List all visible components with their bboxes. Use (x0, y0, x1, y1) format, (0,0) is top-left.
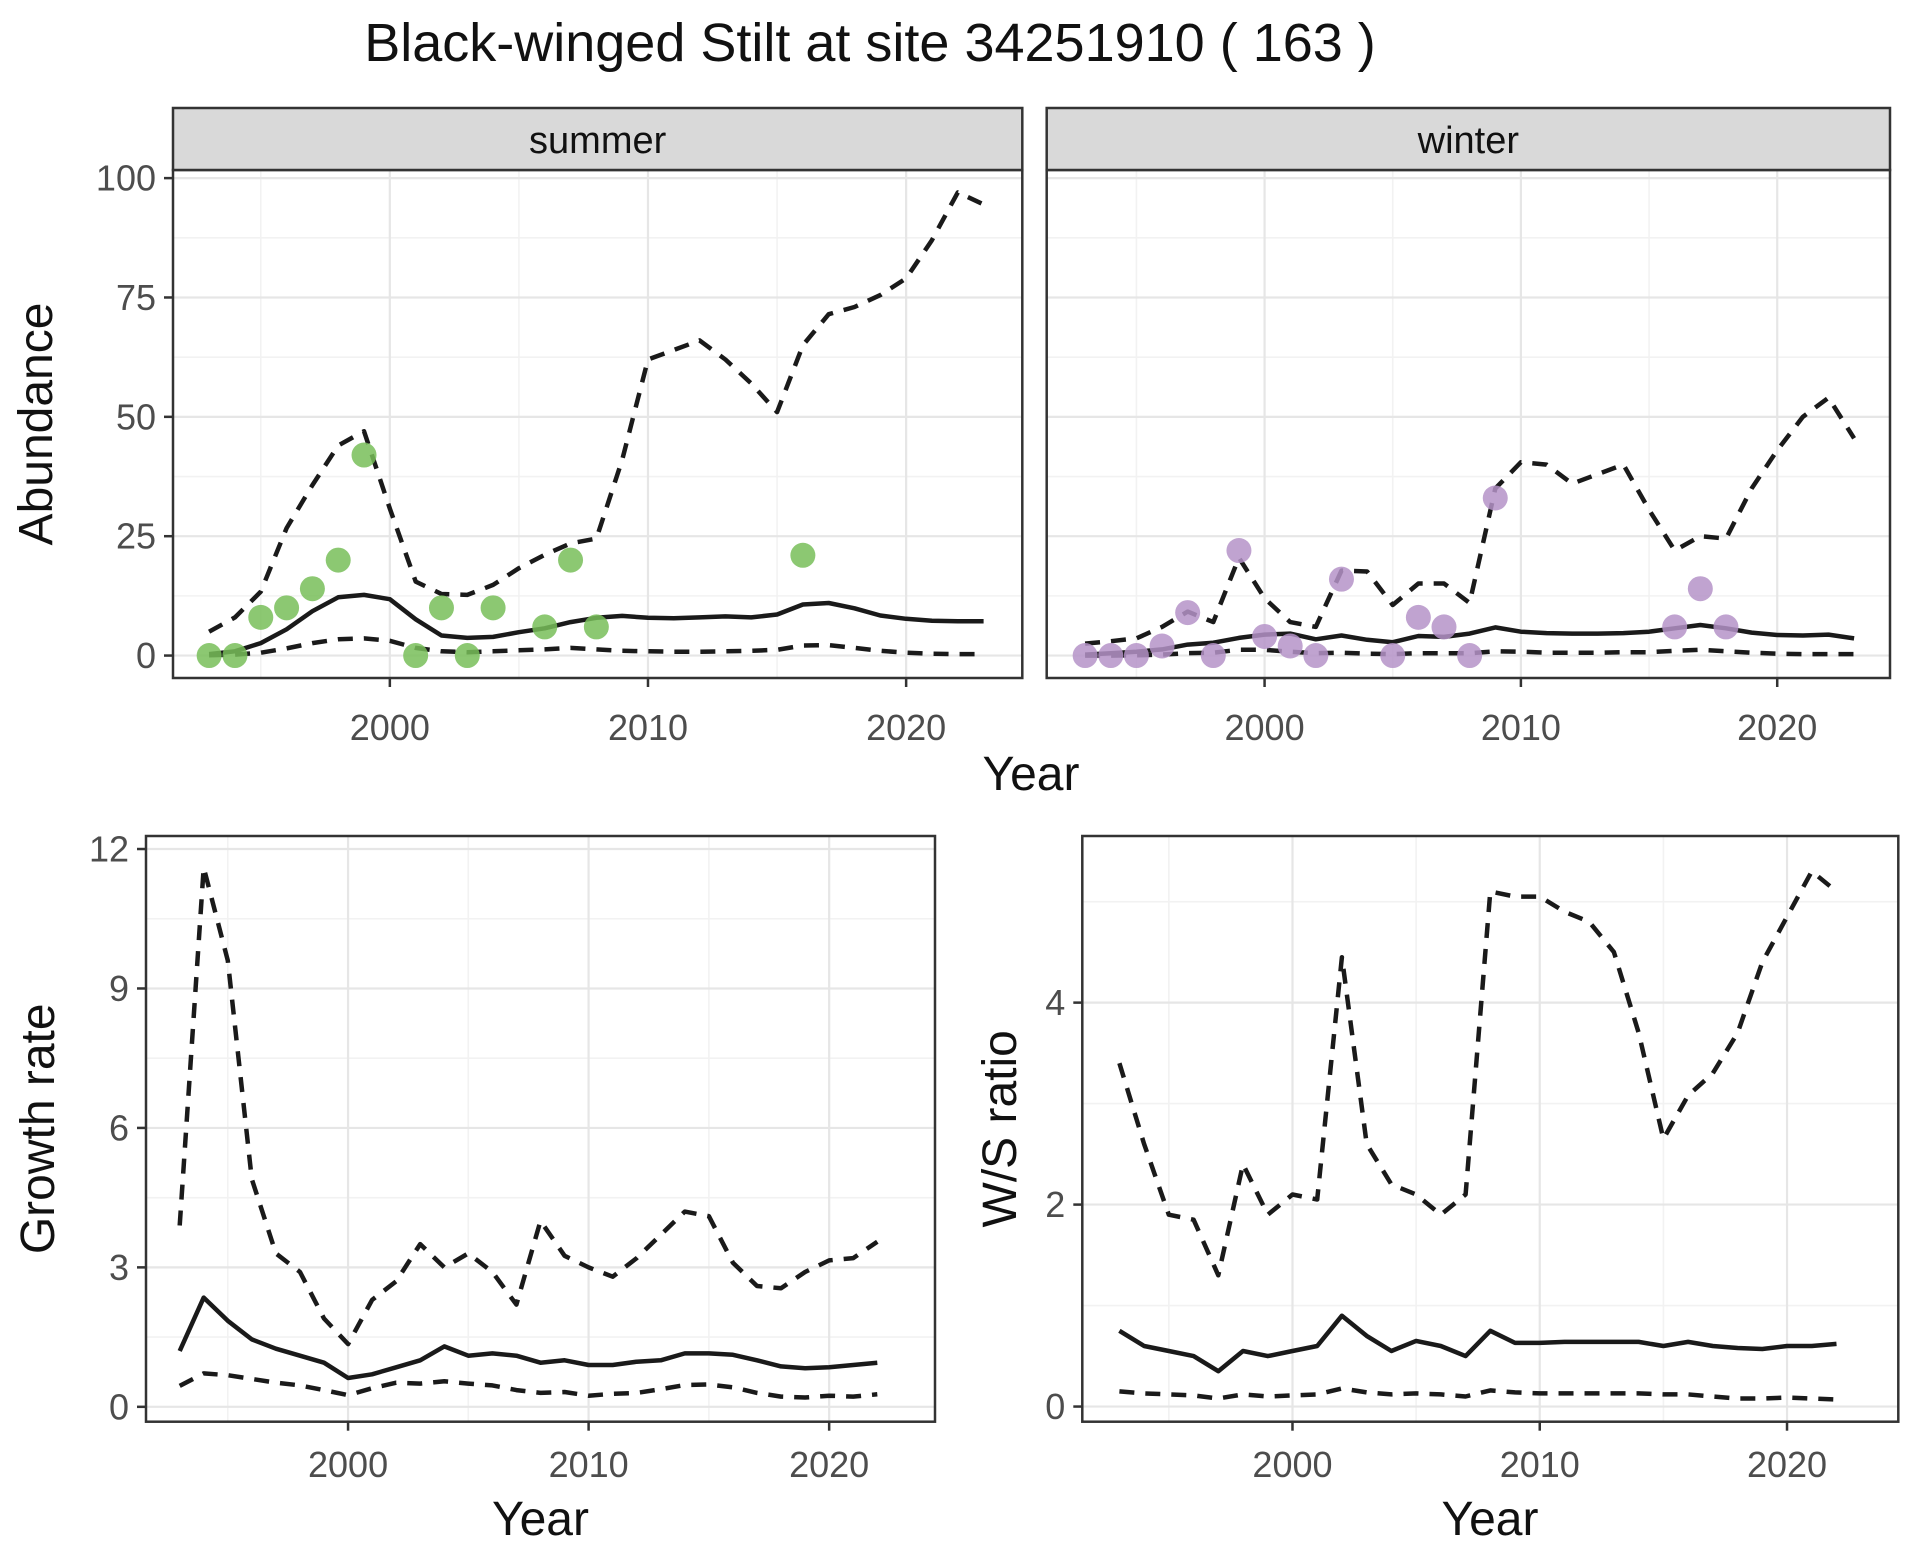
median-line (177, 1295, 878, 1381)
x-tick-label: 2000 (350, 707, 430, 748)
observed-point (1457, 643, 1483, 669)
y-axis-title: W/S ratio (974, 1030, 1027, 1227)
upper95-line (1084, 395, 1857, 646)
median-line (1118, 1313, 1837, 1374)
x-tick-label: 2020 (1747, 1444, 1827, 1485)
x-tick-label: 2010 (1481, 707, 1561, 748)
y-tick-label: 0 (136, 635, 156, 676)
lower95-line (209, 636, 984, 658)
x-tick-label: 2000 (1225, 707, 1305, 748)
observed-point (299, 576, 325, 602)
observed-point (248, 604, 274, 630)
panel-abundance-winter: winter 2000 2010 2020 (1045, 106, 1892, 748)
observed-point (1149, 633, 1175, 659)
observed-point (1123, 643, 1149, 669)
y-tick-label: 50 (116, 396, 156, 437)
x-tick-label: 2010 (608, 707, 688, 748)
x-tick-label: 2020 (1737, 707, 1817, 748)
x-tick-label: 2010 (549, 1444, 629, 1485)
observed-point (1431, 614, 1457, 640)
observed-point (558, 547, 584, 573)
y-tick-label: 100 (96, 158, 156, 199)
y-tick-label: 75 (116, 277, 156, 318)
panel-abundance-summer: summer 2000 2010 2020 0 25 50 75 100 (96, 106, 1024, 748)
facet-strip-label: summer (529, 120, 667, 162)
y-tick-label: 0 (1045, 1386, 1065, 1427)
x-axis-title: Year (492, 1493, 589, 1546)
x-tick-label: 2020 (866, 707, 946, 748)
facet-strip-label: winter (1417, 120, 1520, 162)
observed-point (1380, 643, 1406, 669)
x-axis-title: Year (983, 748, 1080, 801)
lower95-line (1119, 1386, 1837, 1402)
observed-point (1226, 538, 1252, 564)
upper95-line (208, 190, 985, 634)
observed-point (1200, 643, 1226, 669)
panel-growth-rate: 2000 2010 2020 0 3 6 9 12 Year Growth rate (12, 829, 937, 1546)
y-tick-label: 9 (109, 968, 129, 1009)
observed-point (1662, 614, 1688, 640)
observed-point (454, 643, 480, 669)
observed-point (1303, 643, 1329, 669)
x-tick-label: 2020 (789, 1444, 869, 1485)
x-tick-label: 2000 (308, 1444, 388, 1485)
observed-point (1252, 623, 1278, 649)
observed-point (428, 595, 454, 621)
observed-point (1328, 566, 1354, 592)
y-axis-title: Growth rate (12, 1003, 65, 1254)
x-tick-label: 2000 (1252, 1444, 1332, 1485)
observed-point (1405, 604, 1431, 630)
panel-background (173, 170, 1023, 678)
observed-point (196, 643, 222, 669)
panel-ws-ratio: 2000 2010 2020 0 2 4 Year W/S ratio (974, 834, 1900, 1546)
y-tick-label: 12 (89, 829, 129, 870)
y-tick-label: 6 (109, 1107, 129, 1148)
observed-point (480, 595, 506, 621)
upper95-line (177, 865, 879, 1347)
observed-point (1175, 600, 1201, 626)
observed-point (1482, 485, 1508, 511)
facet-strip (171, 106, 1024, 172)
y-tick-label: 0 (109, 1386, 129, 1427)
panel-border (1081, 834, 1900, 1423)
chart-title: Black-winged Stilt at site 34251910 ( 16… (364, 13, 1376, 73)
observed-point (325, 547, 351, 573)
observed-point (222, 643, 248, 669)
y-tick-label: 2 (1045, 1184, 1065, 1225)
y-tick-label: 4 (1045, 982, 1065, 1023)
x-axis-title: Year (1442, 1493, 1539, 1546)
observed-point (1713, 614, 1739, 640)
observed-point (1277, 633, 1303, 659)
observed-point (351, 442, 377, 468)
observed-point (274, 595, 300, 621)
observed-point (583, 614, 609, 640)
observed-point (1687, 576, 1713, 602)
y-axis-title: Abundance (10, 303, 63, 546)
x-tick-label: 2010 (1500, 1444, 1580, 1485)
y-tick-label: 25 (116, 516, 156, 557)
upper95-line (1117, 869, 1838, 1278)
y-tick-label: 3 (109, 1247, 129, 1288)
observed-point (532, 614, 558, 640)
facet-strip (1045, 106, 1892, 172)
panel-background (1046, 170, 1890, 678)
observed-point (790, 542, 816, 568)
observed-point (1072, 643, 1098, 669)
observed-point (403, 643, 429, 669)
observed-point (1098, 643, 1124, 669)
panel-background (1082, 836, 1899, 1422)
